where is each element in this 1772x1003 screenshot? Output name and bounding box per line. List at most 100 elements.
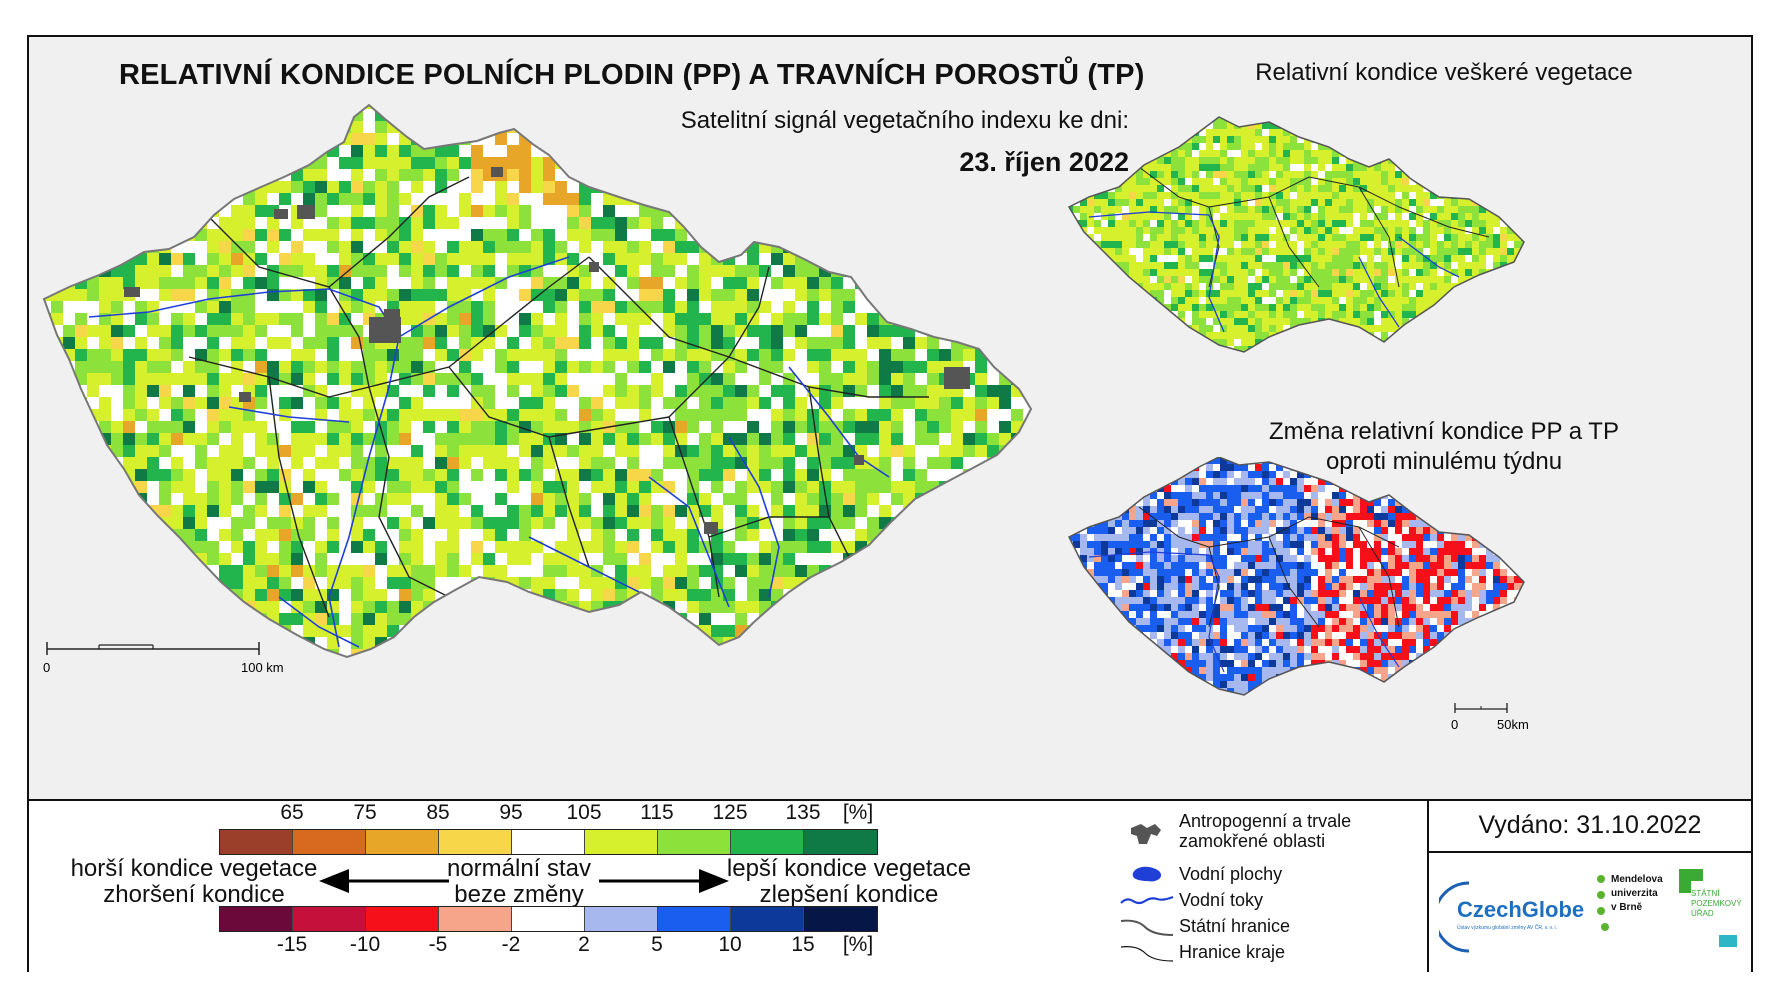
change-swatch xyxy=(731,907,804,931)
change-color-bar xyxy=(219,906,878,932)
legend-right-line2: zlepšení kondice xyxy=(759,881,939,908)
condition-tick: 125 xyxy=(712,801,748,824)
condition-tick: 115 xyxy=(640,801,674,824)
inset-scale-end: 50km xyxy=(1497,717,1529,732)
czechglobe-logo: CzechGlobe Ústav výzkumu globální změny … xyxy=(1439,863,1589,963)
condition-swatch xyxy=(439,830,512,854)
change-swatch xyxy=(293,907,366,931)
main-condition-map: 0 100 km xyxy=(43,104,1032,675)
change-tick: 5 xyxy=(651,933,663,956)
legend-anthropogenic: Antropogenní a trvale zamokřené oblasti xyxy=(1119,811,1351,851)
mendel-line1: Mendelova xyxy=(1611,874,1663,885)
legend-center-line1: normální stav xyxy=(446,855,592,882)
legend-center-text: normální stav beze změny xyxy=(429,856,609,908)
change-tick: -15 xyxy=(276,933,308,956)
legend-water-bodies: Vodní plochy xyxy=(1119,861,1282,887)
inset-change-map: 0 50km xyxy=(1068,457,1529,732)
legend-region-border: Hranice kraje xyxy=(1119,939,1285,965)
anthropogenic-icon xyxy=(1119,818,1179,844)
inset-change-pixels xyxy=(1069,457,1524,695)
czechglobe-name: CzechGlobe xyxy=(1457,897,1585,922)
mendel-logo: Mendelova univerzita v Brně xyxy=(1591,871,1671,951)
main-scale-start: 0 xyxy=(43,660,50,675)
main-title: RELATIVNÍ KONDICE POLNÍCH PLODIN (PP) A … xyxy=(119,59,1145,91)
czechglobe-sub: Ústav výzkumu globální změny AV ČR, v. v… xyxy=(1457,925,1558,931)
change-tick: 10 xyxy=(718,933,742,956)
condition-swatch xyxy=(220,830,293,854)
map-area: RELATIVNÍ KONDICE POLNÍCH PLODIN (PP) A … xyxy=(29,37,1751,797)
legend-water-streams: Vodní toky xyxy=(1119,887,1263,913)
change-tick: -2 xyxy=(501,933,521,956)
spu-line1: STÁTNÍ xyxy=(1691,889,1720,898)
legend-right-line1: lepší kondice vegetace xyxy=(726,855,972,882)
inset-bottom-title: Změna relativní kondice PP a TP oproti m… xyxy=(1219,417,1669,477)
change-tick: [%] xyxy=(842,933,874,956)
inset-top-rivers xyxy=(1088,211,1460,333)
condition-swatch xyxy=(512,830,585,854)
legend-state-border: Státní hranice xyxy=(1119,913,1290,939)
region-border-label: Hranice kraje xyxy=(1179,941,1286,962)
change-swatch xyxy=(804,907,877,931)
legend-left-line2: zhoršení kondice xyxy=(103,881,285,908)
inset-bottom-title-line2: oproti minulému týdnu xyxy=(1325,448,1563,475)
legend-divider-vertical xyxy=(1427,801,1429,972)
change-swatch xyxy=(512,907,585,931)
condition-swatch xyxy=(658,830,731,854)
water-streams-label: Vodní toky xyxy=(1179,889,1264,910)
legend-left-line1: horší kondice vegetace xyxy=(70,855,318,882)
condition-tick: 85 xyxy=(426,801,450,824)
legend-divider-horizontal xyxy=(1427,851,1751,853)
change-tick: -10 xyxy=(349,933,381,956)
state-border-icon xyxy=(1119,913,1179,939)
change-tick: -5 xyxy=(428,933,448,956)
legend-left-text: horší kondice vegetace zhoršení kondice xyxy=(59,856,329,908)
condition-swatch xyxy=(804,830,877,854)
change-swatch xyxy=(439,907,512,931)
inset-scale-bar: 0 50km xyxy=(1451,703,1529,732)
anthropogenic-areas xyxy=(124,167,970,534)
arrow-right-icon xyxy=(599,869,729,893)
spu-line2: POZEMKOVÝ xyxy=(1691,899,1742,908)
region-border-icon xyxy=(1119,939,1179,965)
change-swatch xyxy=(658,907,731,931)
condition-swatch xyxy=(366,830,439,854)
inset-bottom-rivers xyxy=(1088,551,1400,673)
change-swatch xyxy=(585,907,658,931)
change-tick: 15 xyxy=(791,933,815,956)
stream-icon xyxy=(1119,887,1179,913)
change-tick: 2 xyxy=(578,933,590,956)
main-scale-end: 100 km xyxy=(241,660,284,675)
main-scale-bar: 0 100 km xyxy=(43,642,284,675)
inset-scale-start: 0 xyxy=(1451,717,1458,732)
water-body-icon xyxy=(1119,861,1179,887)
mendel-line2: univerzita xyxy=(1611,888,1658,899)
date-label: 23. říjen 2022 xyxy=(959,147,1129,177)
condition-tick: 135 xyxy=(785,801,821,824)
map-frame: RELATIVNÍ KONDICE POLNÍCH PLODIN (PP) A … xyxy=(27,35,1753,972)
legend-section: 65 75 85 95 105 115 125 135 [%] horší kondice ve… xyxy=(29,799,1751,972)
condition-swatch xyxy=(585,830,658,854)
condition-color-bar xyxy=(219,829,878,855)
legend-center-line2: beze změny xyxy=(454,881,584,908)
condition-swatch xyxy=(293,830,366,854)
inset-top-title: Relativní kondice veškeré vegetace xyxy=(1255,59,1633,86)
inset-vegetation-map xyxy=(1068,116,1525,353)
spu-line3: ÚŘAD xyxy=(1691,909,1714,918)
anthropogenic-line2: zamokřené oblasti xyxy=(1179,831,1326,851)
inset-bottom-title-line1: Změna relativní kondice PP a TP xyxy=(1269,418,1619,445)
condition-tick: 95 xyxy=(499,801,523,824)
condition-tick: 105 xyxy=(566,801,602,824)
legend-right-text: lepší kondice vegetace zlepšení kondice xyxy=(709,856,989,908)
condition-tick: 75 xyxy=(353,801,377,824)
anthropogenic-line1: Antropogenní a trvale xyxy=(1179,811,1352,831)
condition-swatch xyxy=(731,830,804,854)
condition-tick: [%] xyxy=(842,801,874,824)
region-borders xyxy=(188,176,929,618)
change-swatch xyxy=(366,907,439,931)
arrow-left-icon xyxy=(319,869,449,893)
condition-tick: 65 xyxy=(280,801,304,824)
mendel-line3: v Brně xyxy=(1611,902,1643,913)
spu-logo: STÁTNÍ POZEMKOVÝ ÚŘAD xyxy=(1677,867,1747,957)
water-bodies-label: Vodní plochy xyxy=(1179,863,1283,884)
subtitle: Satelitní signál vegetačního indexu ke d… xyxy=(680,107,1129,134)
